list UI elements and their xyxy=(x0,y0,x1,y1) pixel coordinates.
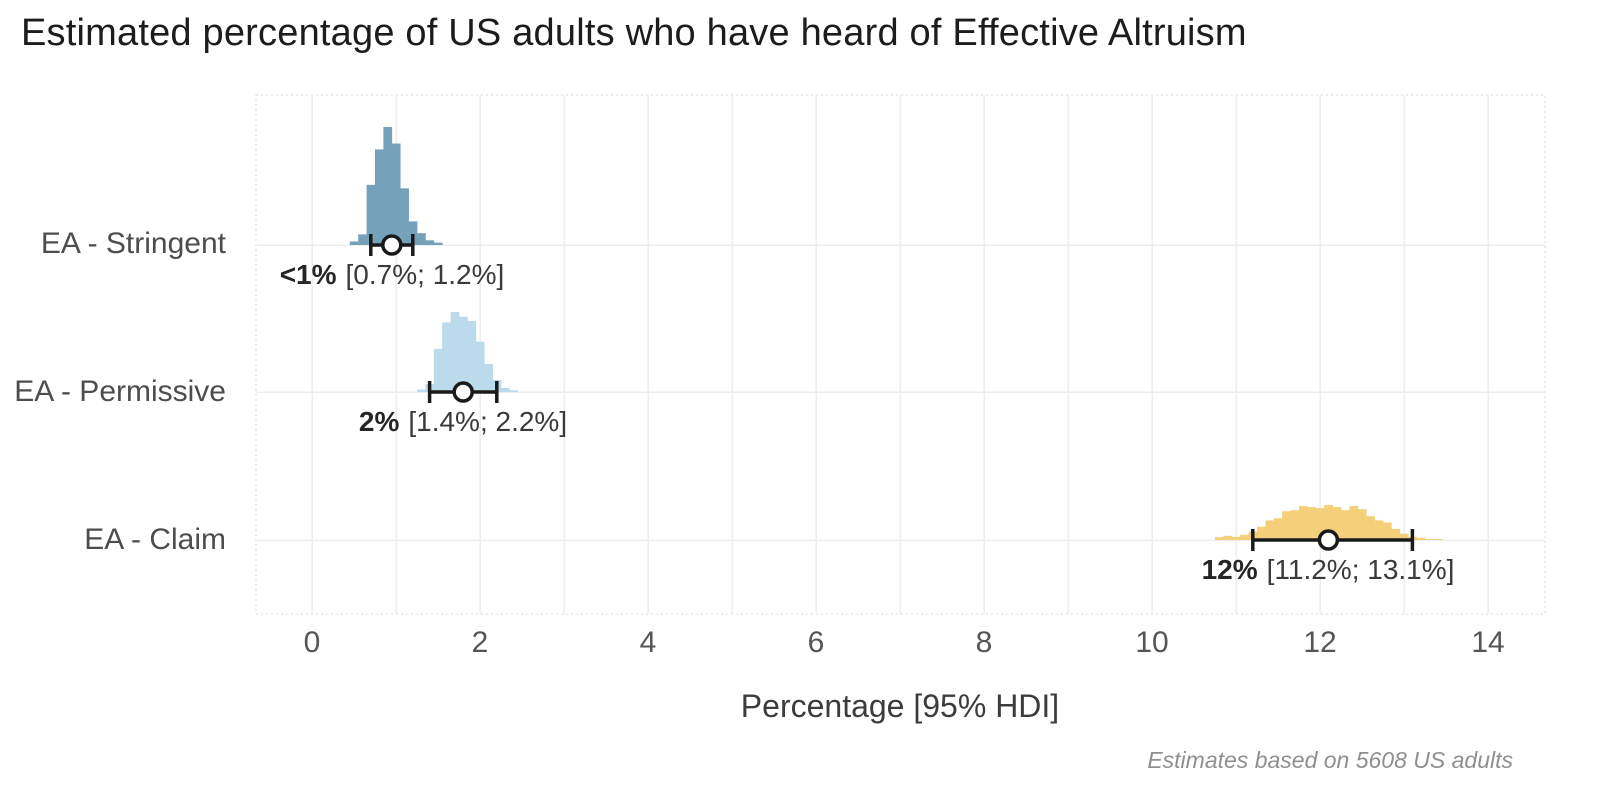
histogram-bar xyxy=(509,390,519,392)
histogram-bar xyxy=(425,240,435,245)
histogram-bar xyxy=(1349,506,1359,540)
histogram-bar xyxy=(349,241,359,245)
histogram-bar xyxy=(475,341,485,392)
estimate-annotation-claim: 12% [11.2%; 13.1%] xyxy=(1078,550,1578,590)
histogram-bar xyxy=(433,242,443,245)
histogram-bar xyxy=(1425,538,1434,540)
estimate-annotation-stringent: <1% [0.7%; 1.2%] xyxy=(142,255,642,295)
series-ea-permissive xyxy=(417,312,519,403)
histogram-bar xyxy=(366,184,376,245)
point-estimate-marker xyxy=(452,381,474,403)
histogram-bar xyxy=(442,322,451,392)
histogram-bar xyxy=(1307,507,1317,540)
x-tick-label: 14 xyxy=(1471,626,1504,659)
point-estimate-label: 2% xyxy=(358,406,400,437)
histogram-bar xyxy=(1240,534,1249,540)
histogram-bar xyxy=(1399,533,1409,540)
histogram-bar xyxy=(358,234,367,245)
x-tick-label: 4 xyxy=(640,626,657,659)
series-ea-claim xyxy=(1215,505,1443,551)
histogram-bar xyxy=(484,364,493,392)
histogram-bar xyxy=(400,188,409,245)
row-label-ea-claim: EA - Claim xyxy=(84,523,226,556)
histogram-bar xyxy=(1299,506,1308,540)
histogram-bar xyxy=(1416,537,1426,540)
x-tick-label: 12 xyxy=(1303,626,1336,659)
hdi-interval-label: [11.2%; 13.1%] xyxy=(1266,554,1455,585)
histogram-bar xyxy=(467,320,477,392)
row-label-ea-stringent: EA - Stringent xyxy=(40,227,226,260)
histogram-bar xyxy=(1273,518,1283,540)
x-tick-label: 8 xyxy=(976,626,993,659)
histogram-bar xyxy=(1290,510,1300,540)
histogram-bar xyxy=(433,348,443,392)
histogram-bar xyxy=(375,149,384,245)
hdi-interval-label: [0.7%; 1.2%] xyxy=(345,259,505,290)
x-axis-title: Percentage [95% HDI] xyxy=(740,688,1060,724)
histogram-bar xyxy=(1324,505,1333,540)
histogram-bar xyxy=(1332,507,1342,540)
histogram-bar xyxy=(383,127,393,245)
source-caption: Estimates based on 5608 US adults xyxy=(1147,747,1513,773)
point-estimate-marker xyxy=(1317,529,1340,551)
histogram-bar xyxy=(1282,511,1291,540)
histogram-bar xyxy=(1374,520,1384,540)
point-estimate-marker xyxy=(381,234,403,256)
histogram-bar xyxy=(417,389,426,392)
histogram-bar xyxy=(459,316,468,392)
series-ea-stringent xyxy=(349,127,443,256)
hdi-interval-label: [1.4%; 2.2%] xyxy=(408,406,568,437)
histogram-bar xyxy=(408,221,418,245)
histogram-bar xyxy=(1215,537,1224,540)
x-tick-label: 6 xyxy=(808,626,825,659)
histogram-bar xyxy=(1341,510,1350,540)
x-tick-label: 10 xyxy=(1135,626,1168,659)
histogram-bar xyxy=(1433,539,1443,540)
histogram-bar xyxy=(501,388,510,392)
row-label-ea-permissive: EA - Permissive xyxy=(14,375,226,408)
chart-title: Estimated percentage of US adults who ha… xyxy=(21,12,1247,54)
x-tick-label: 0 xyxy=(304,626,321,659)
histogram-bar xyxy=(1265,520,1275,540)
histogram-bar xyxy=(1366,516,1375,540)
estimate-annotation-permissive: 2% [1.4%; 2.2%] xyxy=(213,402,713,442)
histogram-bar xyxy=(450,312,460,392)
histogram-bar xyxy=(1231,536,1241,540)
histogram-bar xyxy=(1315,508,1325,540)
histogram-bar xyxy=(1357,509,1367,540)
plot-panel-border xyxy=(255,94,1546,615)
histogram-bar xyxy=(1391,528,1401,540)
histogram-bar xyxy=(1223,535,1233,540)
point-estimate-label: <1% xyxy=(279,259,337,290)
point-estimate-label: 12% xyxy=(1201,554,1258,585)
histogram-bar xyxy=(391,143,401,245)
x-tick-label: 2 xyxy=(472,626,489,659)
histogram-bar xyxy=(1383,522,1392,540)
histogram-bar xyxy=(1257,526,1266,540)
histogram-bar xyxy=(417,233,426,245)
